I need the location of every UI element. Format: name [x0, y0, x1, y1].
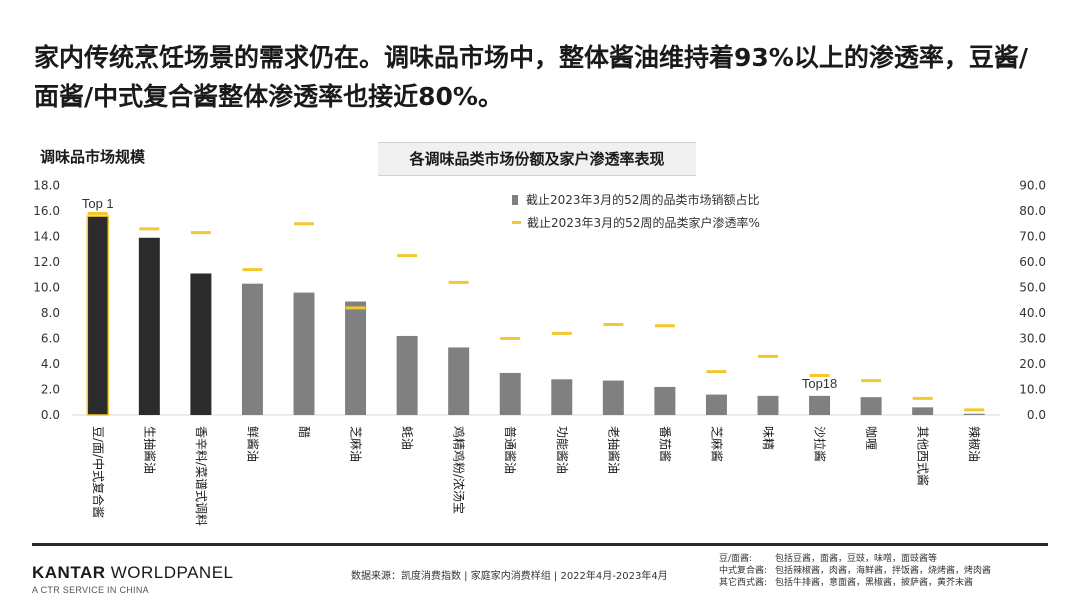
category-label-8: 普通酱油	[503, 426, 518, 474]
bar-5	[345, 301, 367, 415]
category-label-14: 沙拉酱	[813, 426, 828, 462]
footnote-row: 其它西式酱: 包括牛排酱，意面酱，黑椒酱，披萨酱，黄芥末酱	[719, 577, 991, 589]
combo-chart: 0.0 2.0 4.0 6.0 8.0 10.0 12.0 14.0 16.0 18.0 0.0 10…	[33, 179, 1046, 527]
footer-divider	[32, 543, 1048, 546]
bar-8	[499, 372, 521, 415]
right-axis-tick: 70.0	[1019, 230, 1046, 244]
bar-10	[602, 380, 624, 415]
bar-4	[293, 292, 315, 415]
category-label-10: 老抽酱油	[606, 426, 621, 474]
right-axis-tick: 40.0	[1019, 306, 1046, 320]
legend-item-share: 截止2023年3月的52周的品类市场销额占比	[512, 188, 760, 211]
footnote-row: 豆/面酱: 包括豆酱，面酱，豆豉，味噌，面豉酱等	[719, 553, 991, 565]
bar-0	[86, 215, 110, 416]
chart-title: 各调味品类市场份额及家户渗透率表现	[378, 142, 696, 176]
category-label-11: 番茄酱	[658, 426, 673, 462]
right-axis-tick: 20.0	[1019, 357, 1046, 371]
left-axis-tick: 16.0	[33, 204, 60, 218]
bar-2	[190, 273, 212, 415]
left-axis-tick: 14.0	[33, 230, 60, 244]
legend-bar-label: 截止2023年3月的52周的品类市场销额占比	[526, 193, 760, 207]
right-axis-tick: 90.0	[1019, 179, 1046, 193]
left-axis-tick: 4.0	[41, 357, 60, 371]
left-axis-tick: 12.0	[33, 255, 60, 269]
bar-13	[757, 395, 779, 415]
kantar-logo: KANTAR WORLDPANEL A CTR SERVICE IN CHINA	[32, 563, 234, 595]
bar-6	[396, 335, 418, 415]
bar-15	[860, 397, 882, 415]
left-axis-tick: 8.0	[41, 306, 60, 320]
brand-bold: KANTAR	[32, 563, 106, 582]
category-label-3: 鲜酱油	[245, 426, 260, 462]
legend-item-penetration: 截止2023年3月的52周的品类家户渗透率%	[512, 211, 760, 234]
left-axis-tick: 10.0	[33, 281, 60, 295]
category-label-15: 咖喱	[864, 426, 879, 450]
left-axis-tick: 2.0	[41, 383, 60, 397]
bar-7	[448, 347, 470, 415]
footnote-value: 包括牛排酱，意面酱，黑椒酱，披萨酱，黄芥末酱	[775, 578, 974, 588]
category-label-13: 味精	[761, 426, 775, 450]
right-axis-tick: 30.0	[1019, 332, 1046, 346]
left-axis-tick: 6.0	[41, 332, 60, 346]
bar-14	[809, 395, 831, 415]
category-label-0: 豆/面/中式复合酱	[91, 426, 106, 518]
chart-legend: 截止2023年3月的52周的品类市场销额占比 截止2023年3月的52周的品类家…	[512, 188, 760, 234]
category-label-16: 其他西式酱	[916, 426, 931, 486]
category-label-6: 蚝油	[400, 426, 414, 450]
bar-11	[654, 386, 676, 415]
footnote-key: 豆/面酱:	[719, 554, 753, 564]
category-label-4: 醋	[297, 426, 312, 438]
legend-bar-swatch	[512, 194, 518, 205]
category-label-1: 生抽酱油	[142, 426, 157, 474]
brand-rest: WORLDPANEL	[105, 563, 234, 582]
bar-9	[551, 379, 573, 415]
right-axis-tick: 10.0	[1019, 383, 1046, 397]
legend-marker-swatch	[512, 221, 521, 224]
category-label-9: 功能酱油	[555, 426, 570, 474]
footnote-value: 包括豆酱，面酱，豆豉，味噌，面豉酱等	[775, 554, 938, 564]
right-axis-tick: 80.0	[1019, 204, 1046, 218]
footnotes: 豆/面酱: 包括豆酱，面酱，豆豉，味噌，面豉酱等 中式复合酱: 包括辣椒酱，肉酱，海…	[719, 553, 991, 589]
right-axis-tick: 60.0	[1019, 255, 1046, 269]
bar-12	[705, 394, 727, 415]
footnote-row: 中式复合酱: 包括辣椒酱，肉酱，海鲜酱，拌饭酱，烧烤酱，烤肉酱	[719, 565, 991, 577]
right-axis-tick: 0.0	[1027, 408, 1046, 422]
left-axis-tick: 0.0	[41, 408, 60, 422]
bar-3	[241, 283, 263, 415]
bar-17	[963, 413, 985, 415]
category-label-17: 辣椒油	[967, 426, 981, 462]
footnote-key: 其它西式酱:	[719, 578, 768, 588]
data-source: 数据来源：凯度消费指数 | 家庭家内消费样组 | 2022年4月-2023年4月	[351, 571, 668, 582]
annotation-0: Top 1	[82, 196, 114, 211]
category-label-5: 芝麻油	[349, 426, 364, 462]
brand-subtitle: A CTR SERVICE IN CHINA	[32, 585, 149, 595]
footnote-key: 中式复合酱:	[719, 566, 768, 576]
bar-1	[138, 237, 160, 415]
footnote-value: 包括辣椒酱，肉酱，海鲜酱，拌饭酱，烧烤酱，烤肉酱	[775, 566, 992, 576]
bar-16	[912, 407, 934, 415]
category-label-7: 鸡精鸡粉/浓汤宝	[452, 426, 467, 514]
market-size-label: 调味品市场规模	[40, 148, 146, 166]
annotation-1: Top18	[802, 376, 837, 391]
category-label-2: 香辛料/菜谱式调料	[194, 426, 208, 526]
legend-line-label: 截止2023年3月的52周的品类家户渗透率%	[527, 216, 760, 230]
right-axis-tick: 50.0	[1019, 281, 1046, 295]
page-headline: 家内传统烹饪场景的需求仍在。调味品市场中，整体酱油维持着93%以上的渗透率，豆酱…	[34, 43, 1028, 111]
category-label-12: 芝麻酱	[709, 426, 724, 462]
left-axis-tick: 18.0	[33, 179, 60, 193]
